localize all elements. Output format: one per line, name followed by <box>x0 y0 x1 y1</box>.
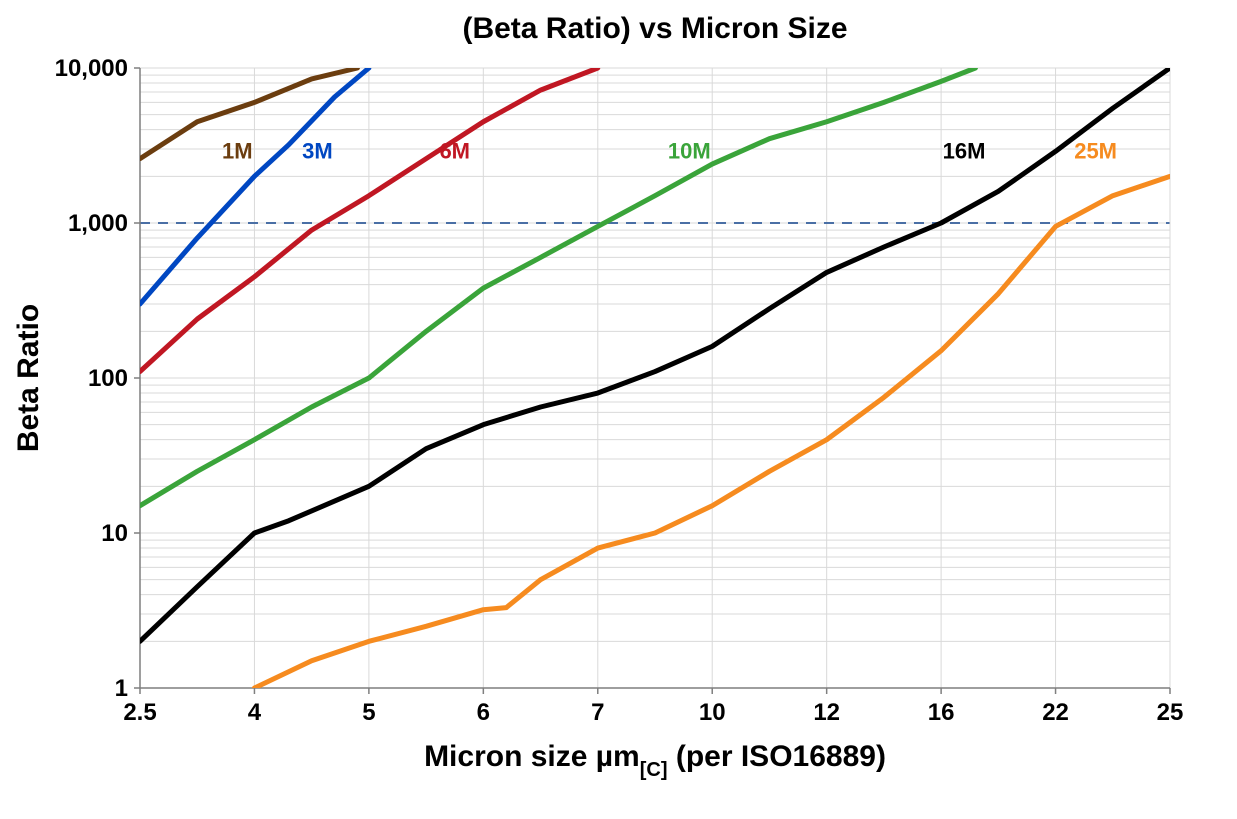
y-tick-label: 1,000 <box>68 210 128 237</box>
series-16M <box>140 68 1170 641</box>
x-tick-label: 6 <box>477 699 490 726</box>
x-tick-label: 7 <box>591 699 604 726</box>
series-label-6M: 6M <box>439 139 470 164</box>
y-axis-label: Beta Ratio <box>12 304 45 452</box>
x-tick-label: 25 <box>1157 699 1184 726</box>
x-tick-label: 10 <box>699 699 726 726</box>
chart-svg: 1M 3M 6M 10M 16M 25M 1 10 100 1,000 10,000 2.5 4 5 6 7 1… <box>0 0 1237 819</box>
grid <box>140 68 1170 688</box>
series-label-1M: 1M <box>222 139 253 164</box>
x-tick-label: 22 <box>1042 699 1069 726</box>
chart-title: (Beta Ratio) vs Micron Size <box>462 12 847 45</box>
series-label-10M: 10M <box>668 139 711 164</box>
x-axis-label: Micron size µm[C] (per ISO16889) <box>424 740 886 781</box>
x-tick-label: 5 <box>362 699 375 726</box>
series-label-25M: 25M <box>1074 139 1117 164</box>
series-label-3M: 3M <box>302 139 333 164</box>
x-tick-label: 4 <box>248 699 262 726</box>
chart-container: 1M 3M 6M 10M 16M 25M 1 10 100 1,000 10,000 2.5 4 5 6 7 1… <box>0 0 1237 819</box>
y-tick-label: 10 <box>101 520 128 547</box>
y-tick-label: 1 <box>115 675 128 702</box>
x-tick-label: 12 <box>813 699 840 726</box>
x-tick-label: 2.5 <box>123 699 156 726</box>
y-tick-label: 100 <box>88 365 128 392</box>
series-label-16M: 16M <box>943 139 986 164</box>
x-tick-label: 16 <box>928 699 955 726</box>
y-tick-label: 10,000 <box>55 55 128 82</box>
